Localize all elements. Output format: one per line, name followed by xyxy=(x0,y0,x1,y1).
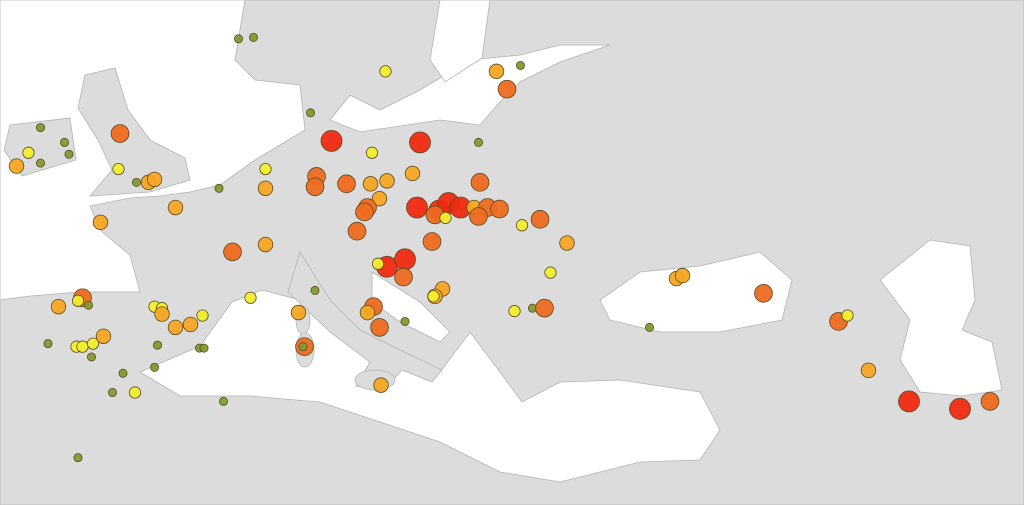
site-marker xyxy=(22,146,35,159)
site-marker xyxy=(182,316,199,333)
site-marker xyxy=(516,60,526,70)
site-marker xyxy=(218,396,228,406)
site-marker xyxy=(87,352,97,362)
site-marker xyxy=(371,257,385,270)
points xyxy=(8,32,1000,463)
site-marker xyxy=(60,137,70,147)
site-marker xyxy=(535,298,554,318)
site-marker xyxy=(394,267,413,287)
site-marker xyxy=(898,390,920,413)
site-marker xyxy=(64,149,74,159)
site-marker xyxy=(841,309,854,322)
site-marker xyxy=(427,290,440,303)
site-marker xyxy=(473,137,483,147)
site-marker xyxy=(108,388,118,398)
site-marker xyxy=(199,343,209,353)
site-marker xyxy=(470,173,490,192)
site-marker xyxy=(152,340,162,350)
site-marker xyxy=(146,171,163,188)
site-marker xyxy=(214,183,224,193)
site-marker xyxy=(112,162,125,176)
site-marker xyxy=(86,337,100,350)
site-marker xyxy=(71,294,85,307)
site-marker xyxy=(320,130,343,152)
site-marker xyxy=(290,304,307,321)
site-marker xyxy=(490,199,509,219)
site-marker xyxy=(92,214,109,231)
black-sea xyxy=(599,251,793,333)
site-marker xyxy=(84,300,94,310)
site-marker xyxy=(860,362,877,379)
site-marker xyxy=(167,319,184,336)
site-marker xyxy=(980,392,1000,411)
site-marker xyxy=(497,79,517,99)
site-marker xyxy=(118,368,128,378)
site-marker xyxy=(674,267,691,284)
site-marker xyxy=(469,207,488,226)
site-marker xyxy=(257,236,274,253)
site-marker xyxy=(379,65,392,78)
site-marker xyxy=(530,210,550,229)
site-marker xyxy=(508,305,521,318)
site-marker xyxy=(337,174,356,194)
site-marker xyxy=(73,453,83,463)
site-marker xyxy=(400,316,410,326)
site-marker xyxy=(406,196,428,219)
site-marker xyxy=(131,177,141,187)
site-marker xyxy=(95,328,112,344)
baltic xyxy=(329,44,611,133)
site-marker xyxy=(371,190,388,207)
site-marker xyxy=(244,291,257,304)
site-marker xyxy=(8,158,25,174)
site-marker xyxy=(305,177,325,197)
site-marker xyxy=(409,131,431,154)
site-marker xyxy=(259,162,272,176)
site-marker xyxy=(362,176,379,192)
site-marker xyxy=(128,386,142,399)
site-marker xyxy=(223,242,242,262)
site-marker xyxy=(488,63,505,80)
site-marker xyxy=(559,235,575,251)
site-marker xyxy=(394,248,416,271)
caspian xyxy=(879,239,1003,397)
site-marker xyxy=(359,304,376,321)
site-marker xyxy=(110,124,130,143)
site-marker xyxy=(36,158,46,168)
bothnia xyxy=(429,0,491,83)
italy xyxy=(287,251,443,393)
site-marker xyxy=(196,309,209,322)
site-marker xyxy=(379,173,395,189)
site-marker xyxy=(36,123,46,133)
site-marker xyxy=(149,362,159,372)
site-marker xyxy=(754,284,773,303)
britain xyxy=(77,67,191,197)
site-marker xyxy=(422,232,442,251)
site-marker xyxy=(305,108,315,118)
site-marker xyxy=(373,377,389,393)
site-marker xyxy=(365,146,379,159)
site-marker xyxy=(355,202,374,222)
site-marker xyxy=(347,221,367,241)
site-marker xyxy=(544,266,557,279)
site-marker xyxy=(949,397,971,420)
site-marker xyxy=(257,180,274,196)
site-marker xyxy=(404,165,421,182)
site-marker xyxy=(645,322,655,332)
site-marker xyxy=(515,219,529,232)
site-marker xyxy=(154,306,170,322)
site-marker xyxy=(50,298,67,315)
site-marker xyxy=(76,340,89,353)
site-marker xyxy=(233,34,243,44)
site-marker xyxy=(298,342,308,352)
site-marker xyxy=(370,318,389,337)
site-marker xyxy=(248,32,258,42)
site-marker xyxy=(167,199,184,216)
site-marker xyxy=(310,285,320,295)
site-marker xyxy=(439,211,452,224)
site-marker xyxy=(43,339,53,349)
